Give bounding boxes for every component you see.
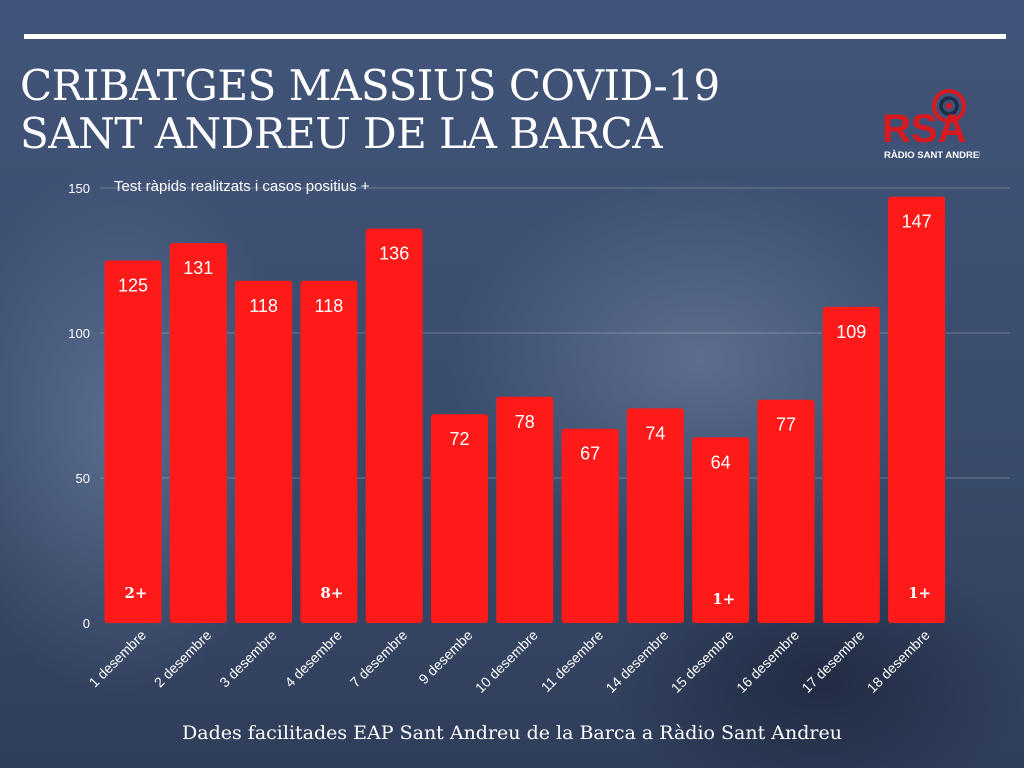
x-category-label: 15 desembre bbox=[668, 627, 737, 696]
bar-value-label: 74 bbox=[645, 423, 665, 443]
title-line-1: CRIBATGES MASSIUS COVID-19 bbox=[20, 61, 720, 110]
rsa-logo: RSA RÀDIO SANT ANDREU bbox=[882, 89, 980, 161]
bar-value-label: 64 bbox=[711, 452, 731, 472]
source-note: Dades facilitades EAP Sant Andreu de la … bbox=[182, 722, 842, 744]
x-category-label: 17 desembre bbox=[798, 627, 867, 696]
bar bbox=[626, 408, 684, 623]
header-rule bbox=[24, 34, 1006, 39]
bar bbox=[692, 437, 750, 623]
bar-value-label: 125 bbox=[118, 276, 148, 296]
positive-cases-label: 2+ bbox=[124, 584, 147, 602]
bar bbox=[822, 306, 880, 623]
bar bbox=[496, 396, 554, 623]
bar-value-label: 131 bbox=[183, 258, 213, 278]
bar-value-label: 78 bbox=[515, 412, 535, 432]
y-tick-label: 50 bbox=[76, 471, 90, 486]
x-category-label: 1 desembre bbox=[86, 627, 150, 691]
chart-title: Test ràpids realitzats i casos positius … bbox=[114, 178, 370, 195]
x-category-label: 3 desembre bbox=[216, 627, 280, 691]
positive-cases-label: 1+ bbox=[908, 584, 931, 602]
bar bbox=[431, 414, 488, 623]
logo-text: RSA bbox=[882, 107, 966, 151]
x-category-label: 14 desembre bbox=[602, 627, 671, 696]
x-category-label: 2 desembre bbox=[151, 627, 215, 691]
bar bbox=[235, 280, 293, 623]
bar bbox=[300, 280, 358, 623]
x-category-label: 10 desembre bbox=[472, 627, 541, 696]
bar-value-label: 147 bbox=[902, 212, 932, 232]
positive-cases-label: 1+ bbox=[712, 590, 735, 608]
bar-value-label: 72 bbox=[449, 429, 469, 449]
radio-signal-icon bbox=[932, 89, 966, 123]
bar bbox=[888, 196, 946, 623]
y-tick-label: 0 bbox=[83, 616, 90, 631]
bar-value-label: 109 bbox=[836, 322, 866, 342]
logo-caption: RÀDIO SANT ANDREU bbox=[884, 150, 980, 161]
bar-value-label: 77 bbox=[776, 415, 796, 435]
title-line-2: SANT ANDREU DE LA BARCA bbox=[20, 109, 663, 158]
x-category-label: 16 desembre bbox=[733, 627, 802, 696]
bar bbox=[169, 243, 227, 623]
y-tick-label: 100 bbox=[68, 326, 90, 341]
bar-value-label: 67 bbox=[580, 444, 600, 464]
bar-value-label: 118 bbox=[315, 296, 344, 316]
bar-value-label: 136 bbox=[379, 244, 409, 264]
bars: 125 2+ 131 118 118 8+ 136 72 78 67 74 64 1+ 77 109 147 1… bbox=[104, 196, 946, 623]
bar bbox=[104, 260, 162, 623]
x-category-label: 4 desembre bbox=[281, 627, 345, 691]
bar bbox=[365, 228, 423, 623]
x-category-label: 9 desembe bbox=[415, 627, 475, 687]
x-axis: 1 desembre 2 desembre 3 desembre 4 desembre… bbox=[86, 627, 933, 696]
bar-value-label: 118 bbox=[249, 296, 278, 316]
bar bbox=[757, 399, 815, 623]
bar bbox=[561, 428, 619, 623]
y-axis: 0 50 100 150 bbox=[68, 181, 90, 631]
x-category-label: 11 desembre bbox=[538, 627, 607, 696]
x-category-label: 7 desembre bbox=[347, 627, 411, 691]
y-tick-label: 150 bbox=[68, 181, 90, 196]
x-category-label: 18 desembre bbox=[864, 627, 933, 696]
page-title: CRIBATGES MASSIUS COVID-19 SANT ANDREU D… bbox=[20, 62, 720, 158]
positive-cases-label: 8+ bbox=[320, 584, 343, 602]
